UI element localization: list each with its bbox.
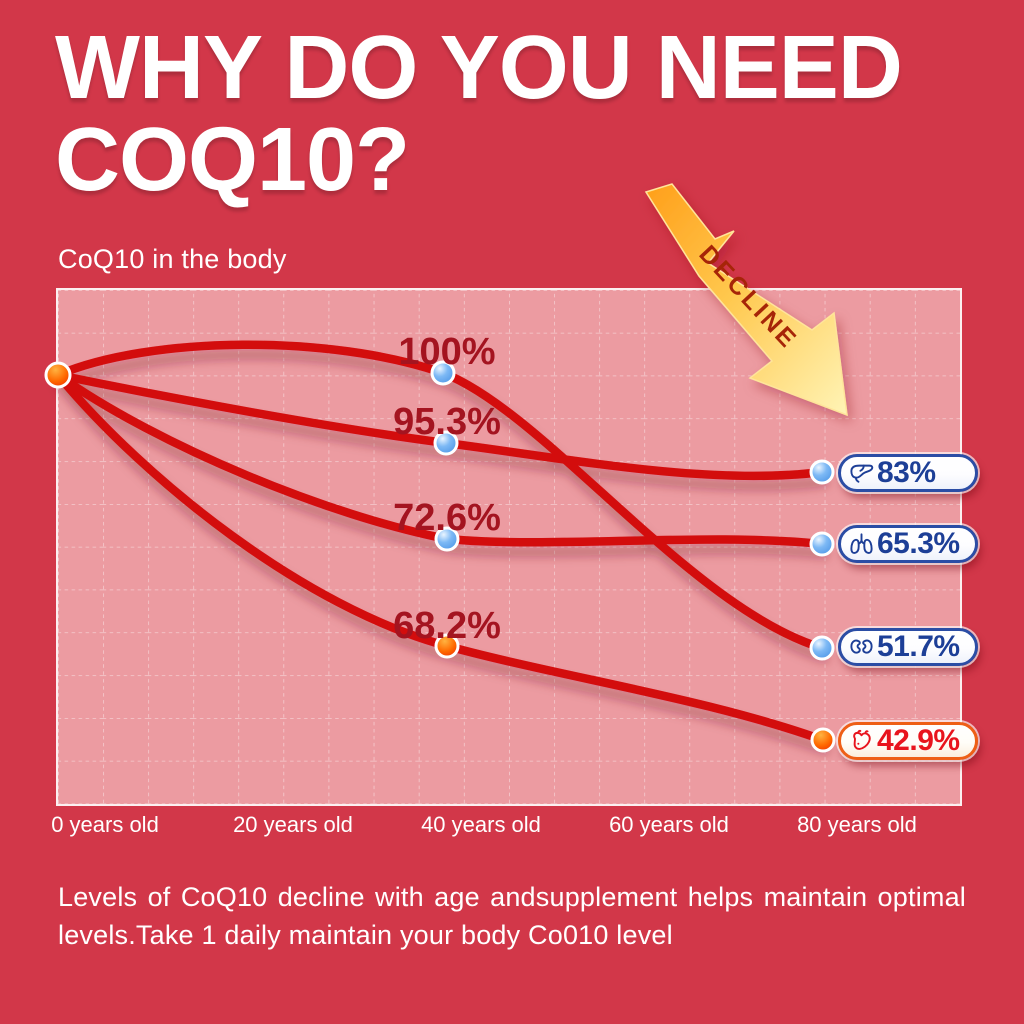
x-tick-80: 80 years old	[797, 812, 917, 837]
x-tick-60: 60 years old	[609, 812, 729, 837]
footer-text: Levels of CoQ10 decline with age andsupp…	[58, 878, 966, 954]
pill-kidneys-value: 51.7%	[877, 630, 960, 663]
data-label-68-2: 68.2%	[393, 605, 501, 647]
chart-title: CoQ10 in the body	[58, 244, 287, 274]
pill-liver: 83%	[838, 454, 978, 492]
title-line-2: COQ10?	[55, 110, 410, 210]
data-label-72-6: 72.6%	[393, 497, 501, 539]
x-tick-0: 0 years old	[51, 812, 159, 837]
data-label-100: 100%	[398, 331, 496, 373]
x-tick-40: 40 years old	[421, 812, 541, 837]
footer-line-2: levels.Take 1 daily maintain your body C…	[58, 920, 673, 950]
pill-lungs-value: 65.3%	[877, 527, 960, 560]
page-title: WHY DO YOU NEED COQ10?	[55, 22, 995, 206]
x-tick-20: 20 years old	[233, 812, 353, 837]
lungs-icon	[850, 532, 873, 554]
kidneys-icon	[850, 639, 873, 654]
pill-kidneys: 51.7%	[838, 628, 978, 666]
pill-heart: 42.9%	[838, 722, 978, 760]
liver-icon	[850, 464, 874, 483]
footer-line-1: Levels of CoQ10 decline with age andsupp…	[58, 882, 966, 912]
pill-lungs: 65.3%	[838, 525, 978, 563]
heart-icon	[853, 729, 871, 750]
pill-liver-value: 83%	[877, 456, 936, 489]
pill-heart-value: 42.9%	[877, 724, 960, 757]
title-line-1: WHY DO YOU NEED	[55, 18, 903, 118]
data-label-95-3: 95.3%	[393, 401, 501, 443]
